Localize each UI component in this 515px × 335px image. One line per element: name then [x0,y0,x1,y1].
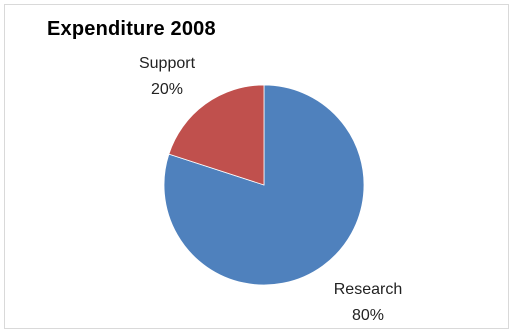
pie-slice-support [168,84,265,186]
support-label: Support [139,55,196,72]
research-percent-label: 80% [352,307,384,324]
research-label: Research [334,281,402,298]
support-percent-label: 20% [151,81,183,98]
chart-title: Expenditure 2008 [47,18,216,40]
